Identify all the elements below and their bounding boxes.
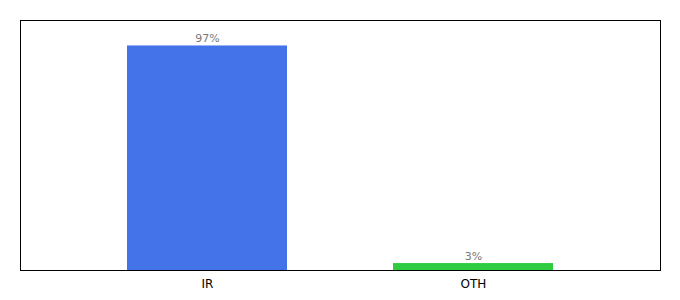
svg-text:3%: 3% — [465, 250, 482, 263]
svg-text:IR: IR — [202, 277, 214, 291]
svg-text:OTH: OTH — [461, 277, 487, 291]
svg-text:97%: 97% — [195, 32, 219, 45]
